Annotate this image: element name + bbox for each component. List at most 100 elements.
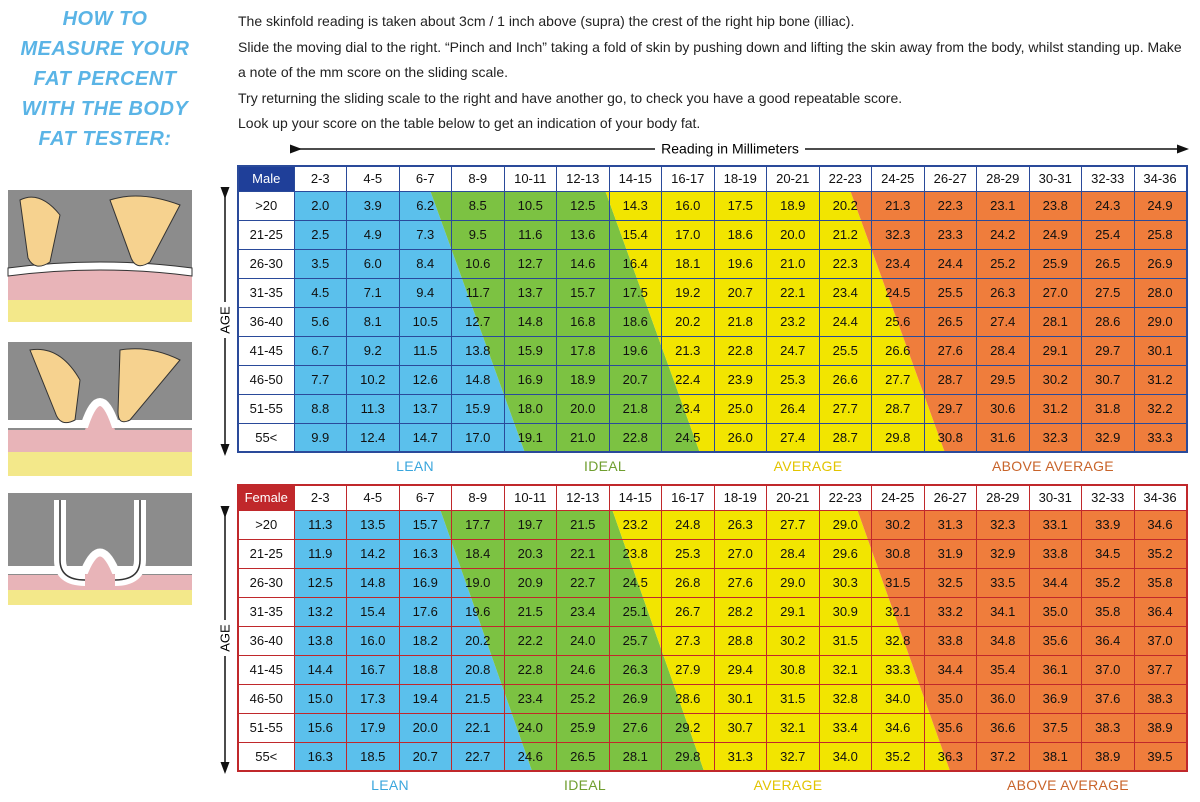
cell: 24.6 <box>503 741 557 772</box>
cell: 16.9 <box>503 364 557 395</box>
cell: 34.6 <box>1133 509 1187 540</box>
cell: 34.4 <box>1028 567 1082 598</box>
column-header: 28-29 <box>976 484 1030 511</box>
cell: 2.0 <box>293 190 347 221</box>
cell: 25.1 <box>608 596 662 627</box>
cell: 32.1 <box>818 654 872 685</box>
cell: 30.7 <box>1081 364 1135 395</box>
age-group: 36-40 <box>237 306 295 337</box>
column-header: 30-31 <box>1028 165 1082 192</box>
cell: 12.5 <box>293 567 347 598</box>
cell: 34.0 <box>818 741 872 772</box>
cell: 15.4 <box>346 596 400 627</box>
cell: 25.5 <box>818 335 872 366</box>
cell: 16.9 <box>398 567 452 598</box>
cell: 25.9 <box>556 712 610 743</box>
cell: 17.7 <box>451 509 505 540</box>
cell: 30.3 <box>818 567 872 598</box>
cell: 4.9 <box>346 219 400 250</box>
cell: 24.5 <box>608 567 662 598</box>
instruction: The skinfold reading is taken about 3cm … <box>238 13 855 29</box>
cell: 37.0 <box>1081 654 1135 685</box>
column-header: 16-17 <box>661 484 715 511</box>
cell: 12.6 <box>398 364 452 395</box>
age-group: 21-25 <box>237 538 295 569</box>
cell: 36.6 <box>976 712 1030 743</box>
cell: 17.6 <box>398 596 452 627</box>
cell: 14.3 <box>608 190 662 221</box>
table-label: Female <box>237 484 295 511</box>
cell: 22.4 <box>661 364 715 395</box>
age-group: 51-55 <box>237 712 295 743</box>
cell: 27.4 <box>766 422 820 453</box>
cell: 31.2 <box>1133 364 1187 395</box>
row: 41-45 14.4 16.7 18.8 20.8 22.8 24.6 26.3 27.9 29.… <box>237 654 1187 685</box>
cell: 19.0 <box>451 567 505 598</box>
column-header: 18-19 <box>713 165 767 192</box>
cell: 15.9 <box>451 393 505 424</box>
category-label: AVERAGE <box>773 458 843 474</box>
cell: 26.3 <box>713 509 767 540</box>
cell: 36.9 <box>1028 683 1082 714</box>
cell: 29.6 <box>818 538 872 569</box>
cell: 24.4 <box>818 306 872 337</box>
cell: 16.7 <box>346 654 400 685</box>
column-header: 4-5 <box>346 484 400 511</box>
cell: 20.2 <box>451 625 505 656</box>
cell: 21.5 <box>556 509 610 540</box>
category-label: IDEAL <box>584 458 626 474</box>
row: 46-50 7.7 10.2 12.6 14.8 16.9 18.9 20.7 22.4 23.9… <box>237 364 1187 395</box>
cell: 34.5 <box>1081 538 1135 569</box>
cell: 28.6 <box>661 683 715 714</box>
cell: 9.4 <box>398 277 452 308</box>
column-header: 6-7 <box>398 484 452 511</box>
age-group: 41-45 <box>237 335 295 366</box>
cell: 7.3 <box>398 219 452 250</box>
cell: 13.7 <box>503 277 557 308</box>
cell: 30.2 <box>1028 364 1082 395</box>
cell: 16.3 <box>293 741 347 772</box>
cell: 24.4 <box>923 248 977 279</box>
age-group: 36-40 <box>237 625 295 656</box>
cell: 25.6 <box>871 306 925 337</box>
cell: 24.9 <box>1028 219 1082 250</box>
cell: 35.8 <box>1081 596 1135 627</box>
cell: 17.8 <box>556 335 610 366</box>
cell: 28.7 <box>871 393 925 424</box>
cell: 32.1 <box>871 596 925 627</box>
cell: 27.7 <box>871 364 925 395</box>
column-header: 14-15 <box>608 165 662 192</box>
cell: 22.8 <box>713 335 767 366</box>
cell: 27.0 <box>713 538 767 569</box>
cell: 17.5 <box>608 277 662 308</box>
cell: 28.4 <box>976 335 1030 366</box>
cell: 29.4 <box>713 654 767 685</box>
cell: 29.0 <box>1133 306 1187 337</box>
cell: 19.2 <box>661 277 715 308</box>
cell: 32.2 <box>1133 393 1187 424</box>
cell: 19.1 <box>503 422 557 453</box>
cell: 15.9 <box>503 335 557 366</box>
cell: 22.2 <box>503 625 557 656</box>
cell: 10.5 <box>398 306 452 337</box>
header-row: Male 2-3 4-5 6-7 8-9 10-11 12-13 14-15 16-17 18-1… <box>237 165 1187 192</box>
cell: 29.7 <box>923 393 977 424</box>
row: 36-40 5.6 8.1 10.5 12.7 14.8 16.8 18.6 20.2 21.8 2… <box>237 306 1187 337</box>
column-header: 12-13 <box>556 484 610 511</box>
cell: 25.9 <box>1028 248 1082 279</box>
column-header: 2-3 <box>293 484 347 511</box>
cell: 31.9 <box>923 538 977 569</box>
instruction: Slide the moving dial to the right. “Pin… <box>238 38 1182 81</box>
cell: 33.1 <box>1028 509 1082 540</box>
cell: 35.6 <box>1028 625 1082 656</box>
cell: 25.3 <box>661 538 715 569</box>
cell: 14.8 <box>451 364 505 395</box>
cell: 29.1 <box>766 596 820 627</box>
cell: 11.3 <box>346 393 400 424</box>
cell: 16.4 <box>608 248 662 279</box>
cell: 7.1 <box>346 277 400 308</box>
column-header: 22-23 <box>818 165 872 192</box>
cell: 31.5 <box>871 567 925 598</box>
cell: 27.6 <box>713 567 767 598</box>
cell: 3.5 <box>293 248 347 279</box>
